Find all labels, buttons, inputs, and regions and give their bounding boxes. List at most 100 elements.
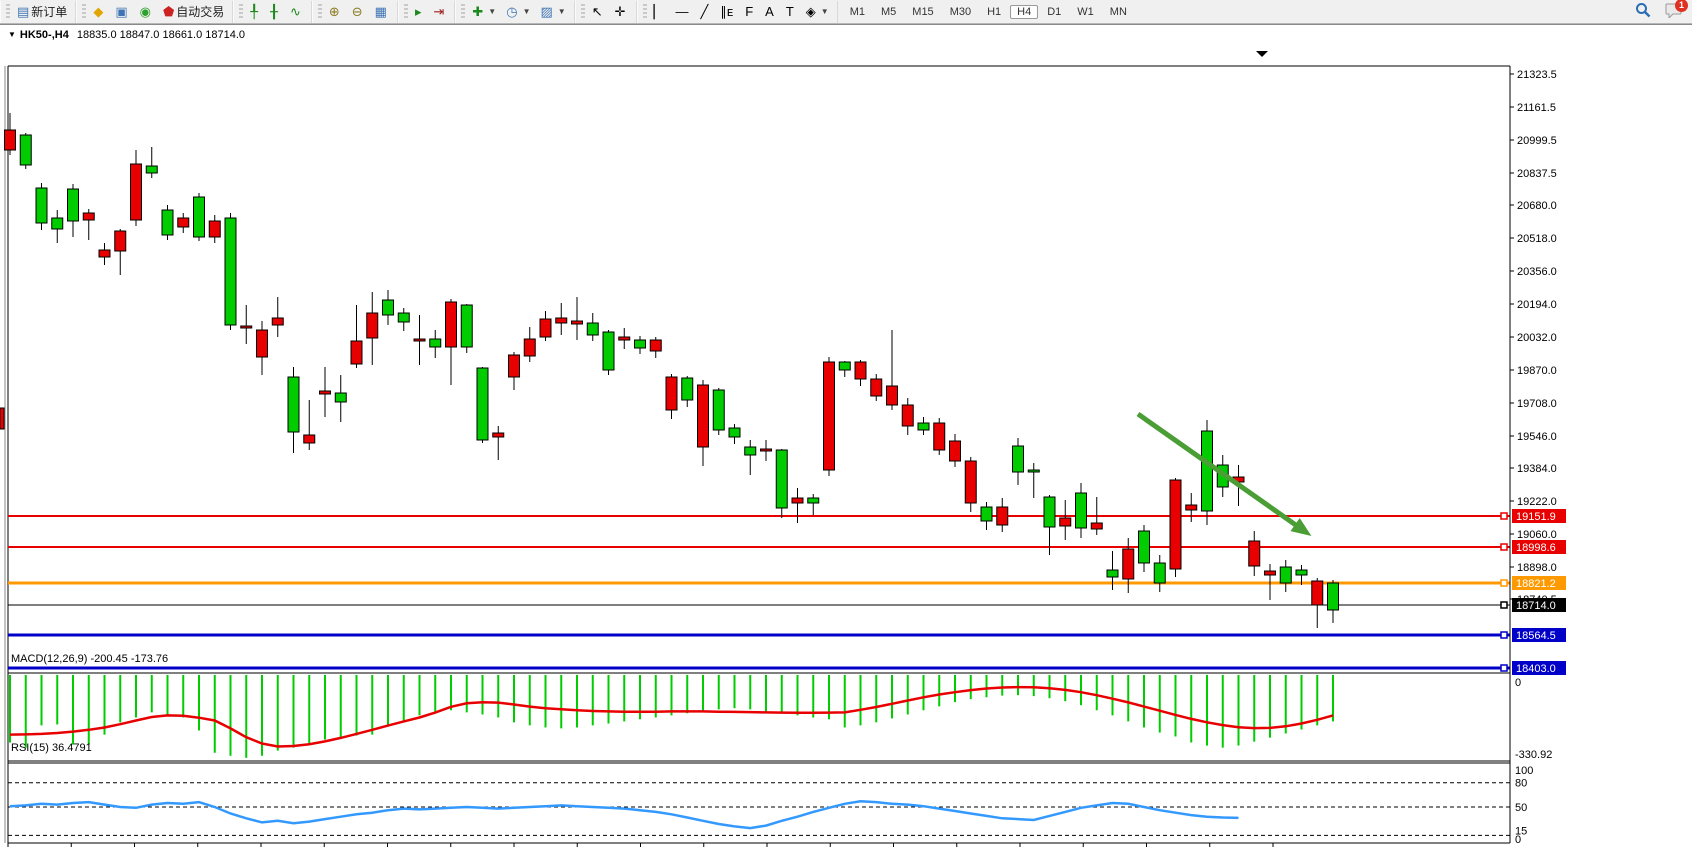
tile-windows-button[interactable]: ▦ xyxy=(371,2,393,22)
timeframe-w1[interactable]: W1 xyxy=(1077,5,1094,18)
horizontal-line-button[interactable]: — xyxy=(672,2,695,22)
level-handle[interactable] xyxy=(1500,512,1508,520)
candle-body xyxy=(1075,492,1087,529)
fibonacci-button[interactable]: F xyxy=(741,2,759,22)
candle-body xyxy=(350,340,363,365)
cursor-button[interactable]: ↖ xyxy=(588,2,609,22)
candle-body xyxy=(1248,540,1261,567)
price-tick-label: 19546.0 xyxy=(1517,431,1557,443)
level-handle[interactable] xyxy=(1500,664,1508,672)
tile-windows-icon: ▦ xyxy=(374,3,387,19)
candle-body xyxy=(240,325,253,329)
timeframe-m15[interactable]: M15 xyxy=(912,5,934,18)
candle-body xyxy=(665,376,678,411)
timeframe-m30[interactable]: M30 xyxy=(949,5,972,18)
auto-trading-icon: ⬟ xyxy=(162,3,175,19)
chevron-down-icon[interactable]: ▼ xyxy=(557,7,566,16)
signals-button[interactable]: ◉ xyxy=(136,2,157,22)
timeframe-d1[interactable]: D1 xyxy=(1047,5,1062,18)
toolbar-grip[interactable] xyxy=(461,3,466,20)
candle-body xyxy=(256,329,268,358)
styler-button[interactable]: ◆ xyxy=(89,2,109,22)
level-handle[interactable] xyxy=(1500,601,1508,609)
new-chart-button[interactable]: ▣ xyxy=(111,2,133,22)
toolbar-group: ▏ — ╱ ∥ᴇ F A T ◈ ▼ xyxy=(636,0,838,23)
candle-body xyxy=(555,317,568,324)
chart-window: ▼ HK50-,H4 18835.0 18847.0 18661.0 18714… xyxy=(0,24,1692,850)
chart-shift-button[interactable]: ⇥ xyxy=(429,2,450,22)
toolbar-grip[interactable] xyxy=(317,3,322,20)
templates-icon: ▨ xyxy=(540,3,553,19)
new-order-button[interactable]: ▤ 新订单 xyxy=(13,2,71,22)
trendline-button[interactable]: ╱ xyxy=(697,2,715,22)
candle-body xyxy=(1027,469,1040,473)
search-icon[interactable] xyxy=(1635,2,1651,21)
toolbar-grip[interactable] xyxy=(580,3,585,20)
new-chart-icon: ▣ xyxy=(115,3,128,19)
chart-plot[interactable]: 21323.5 21161.5 20999.5 20837.5 20680.0 20518… xyxy=(0,42,1692,850)
chevron-down-icon[interactable]: ▼ xyxy=(488,7,497,16)
crosshair-button[interactable]: ✛ xyxy=(611,2,632,22)
periods-button[interactable]: ◷ ▼ xyxy=(502,2,534,22)
candle-body xyxy=(161,209,174,236)
candle-body xyxy=(51,217,64,230)
chart-menu-icon[interactable]: ▼ xyxy=(8,30,16,39)
chevron-down-icon[interactable]: ▼ xyxy=(522,7,531,16)
main-toolbar: ▤ 新订单 ◆ ▣ ◉ ⬟ 自动交易 ╀ ╂ ∿ ⊕ ⊖ ▦ ▸ ⇥ ✚ ▼ ◷ ▼ ▨ ▼ ↖ ✛ ▏ — ╱ ∥ᴇ F A T ◈ ▼ M… xyxy=(0,0,1692,24)
timeframe-h1[interactable]: H1 xyxy=(987,5,1002,18)
chart-titlebar[interactable]: ▼ HK50-,H4 18835.0 18847.0 18661.0 18714… xyxy=(2,27,1690,42)
candle-body xyxy=(760,448,772,452)
equidistant-channel-button[interactable]: ∥ᴇ xyxy=(716,2,739,22)
vertical-line-button[interactable]: ▏ xyxy=(650,2,670,22)
auto-trading-button-label: 自动交易 xyxy=(176,5,225,19)
candle-body xyxy=(1311,580,1324,606)
level-handle[interactable] xyxy=(1500,579,1508,587)
level-handle[interactable] xyxy=(1500,631,1508,639)
toolbar-group: ◆ ▣ ◉ ⬟ 自动交易 xyxy=(76,0,234,23)
timeframe-h4[interactable]: H4 xyxy=(1010,4,1039,19)
indicators-button[interactable]: ✚ ▼ xyxy=(468,2,500,22)
equidistant-channel-icon: ∥ᴇ xyxy=(720,3,734,19)
time-axis[interactable]: 19 Jul 202221 Jul 05:0025 Jul 05:0027 Ju… xyxy=(2,843,1332,850)
notification-badge: 1 xyxy=(1675,0,1688,12)
timeframe-mn[interactable]: MN xyxy=(1109,5,1127,18)
candle-body xyxy=(476,367,489,441)
candlestick-chart-button[interactable]: ╂ xyxy=(266,2,284,22)
bar-chart-button[interactable]: ╀ xyxy=(246,2,264,22)
price-tag-label: 18564.5 xyxy=(1516,630,1556,642)
toolbar-grip[interactable] xyxy=(6,3,10,20)
arrows-button[interactable]: ◈ ▼ xyxy=(802,2,833,22)
text-label-button[interactable]: T xyxy=(782,2,800,22)
chart-end-marker xyxy=(1256,51,1268,57)
candle-body xyxy=(602,331,615,371)
zoom-in-button[interactable]: ⊕ xyxy=(325,2,346,22)
candle-body xyxy=(886,385,898,406)
price-axis[interactable]: 21323.5 21161.5 20999.5 20837.5 20680.0 20518… xyxy=(1509,66,1566,846)
trend-arrow-annotation[interactable] xyxy=(1136,411,1312,537)
auto-scroll-button[interactable]: ▸ xyxy=(411,2,428,22)
toolbar-group: ▸ ⇥ xyxy=(397,0,456,23)
chevron-down-icon[interactable]: ▼ xyxy=(820,7,829,16)
toolbar-grip[interactable] xyxy=(239,3,244,20)
timeframe-m1[interactable]: M1 xyxy=(849,5,865,18)
timeframe-toolbar: M1 M5 M15 M30 H1 H4 D1 W1 MN xyxy=(838,4,1135,19)
timeframe-m5[interactable]: M5 xyxy=(881,5,897,18)
toolbar-grip[interactable] xyxy=(642,3,647,20)
toolbar-group: ⊕ ⊖ ▦ xyxy=(311,0,398,23)
auto-trading-button[interactable]: ⬟ 自动交易 xyxy=(159,2,228,22)
styler-icon: ◆ xyxy=(93,3,104,19)
notifications-icon[interactable]: 1 xyxy=(1665,0,1688,21)
toolbar-grip[interactable] xyxy=(403,3,408,20)
text-button[interactable]: A xyxy=(761,2,780,22)
toolbar-grip[interactable] xyxy=(82,3,87,20)
templates-button[interactable]: ▨ ▼ xyxy=(536,2,569,22)
crosshair-icon: ✛ xyxy=(614,3,626,19)
zoom-out-button[interactable]: ⊖ xyxy=(348,2,369,22)
candle-body xyxy=(571,320,583,325)
candle-body xyxy=(303,434,316,444)
level-handle[interactable] xyxy=(1500,543,1508,551)
line-chart-button[interactable]: ∿ xyxy=(286,2,307,22)
candle-body xyxy=(1106,569,1119,578)
candle-body xyxy=(697,384,709,448)
level-lines[interactable] xyxy=(8,512,1510,672)
